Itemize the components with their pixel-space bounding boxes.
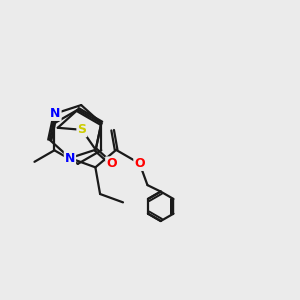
Text: O: O [134, 157, 145, 170]
Text: N: N [50, 107, 61, 120]
Text: N: N [65, 152, 75, 165]
Text: O: O [106, 158, 117, 170]
Text: S: S [77, 123, 86, 136]
